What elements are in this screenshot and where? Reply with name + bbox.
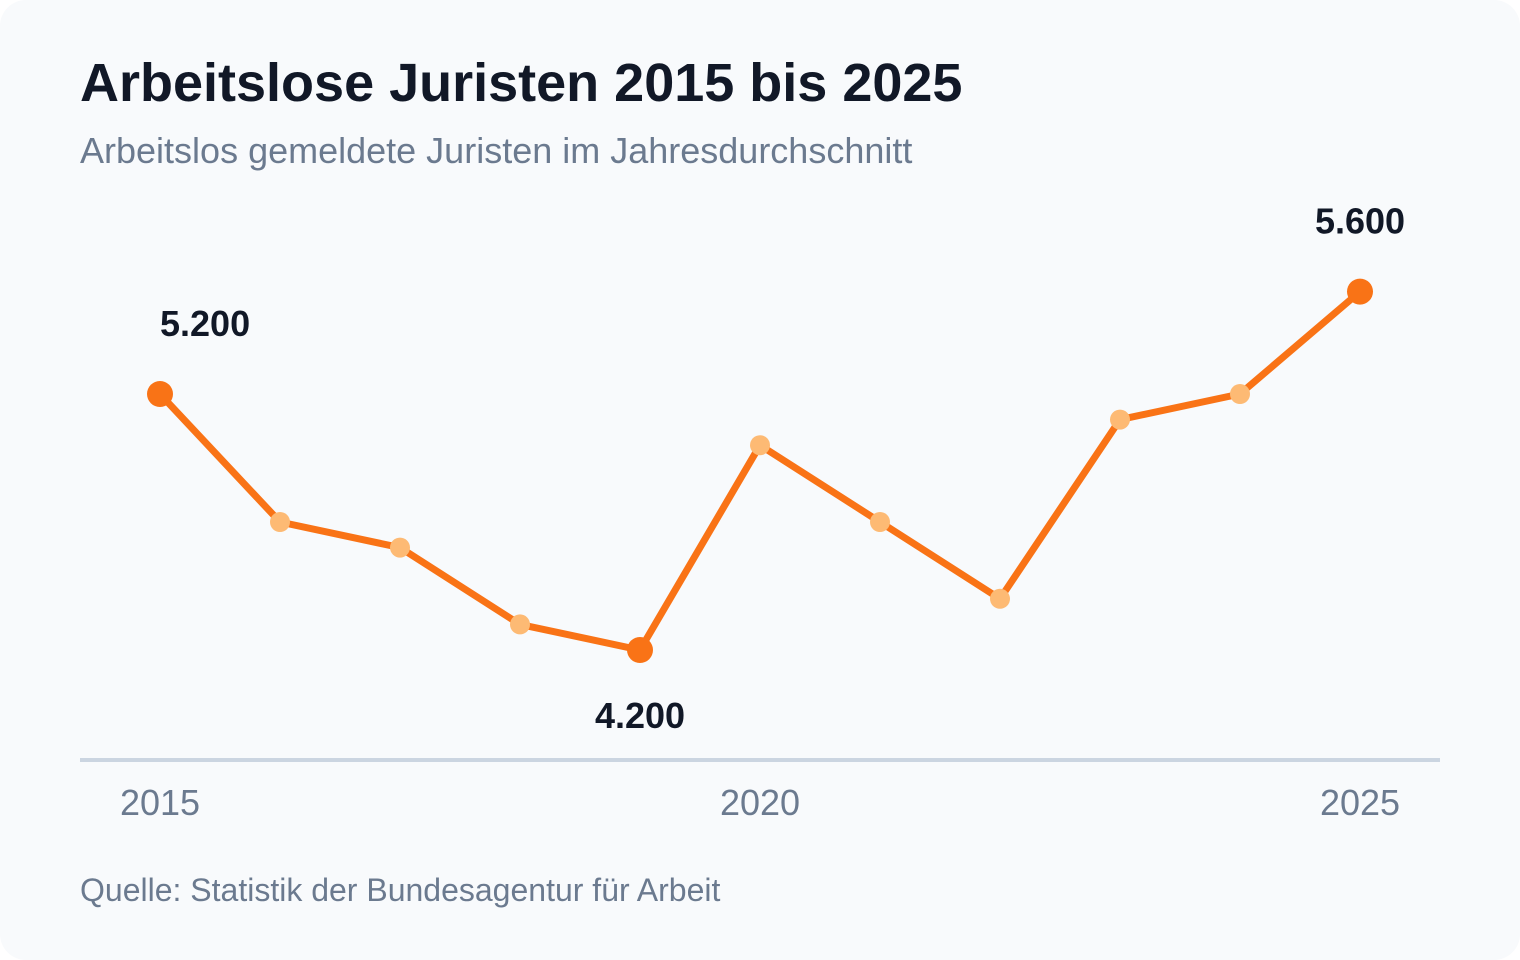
x-tick-label-2020: 2020	[720, 782, 800, 823]
chart-title: Arbeitslose Juristen 2015 bis 2025	[80, 53, 963, 113]
highlight-point-2019	[627, 637, 653, 663]
data-labels-group: 5.200 4.200 5.600	[160, 201, 1405, 736]
data-label-2015: 5.200	[160, 303, 250, 344]
highlight-point-2015	[147, 381, 173, 407]
x-tick-label-2015: 2015	[120, 782, 200, 823]
data-point-2018	[510, 614, 530, 635]
data-label-2025: 5.600	[1315, 201, 1405, 242]
source-note: Quelle: Statistik der Bundesagentur für …	[80, 872, 721, 908]
data-point-2023	[1110, 409, 1130, 430]
data-point-2017	[390, 537, 410, 558]
data-point-2024	[1230, 384, 1250, 404]
x-tick-labels-group: 2015 2020 2025	[120, 782, 1400, 823]
data-point-2022	[990, 588, 1010, 609]
series-line-group	[156, 288, 1364, 654]
data-point-2016	[270, 512, 290, 532]
series-line	[156, 288, 1364, 654]
data-point-2020	[750, 435, 770, 456]
chart-subtitle: Arbeitslos gemeldete Juristen im Jahresd…	[80, 130, 913, 171]
data-points-group	[147, 278, 1373, 663]
data-point-2021	[870, 512, 890, 532]
x-tick-label-2025: 2025	[1320, 782, 1400, 823]
data-label-2019: 4.200	[595, 695, 685, 736]
highlight-point-2025	[1347, 278, 1373, 305]
